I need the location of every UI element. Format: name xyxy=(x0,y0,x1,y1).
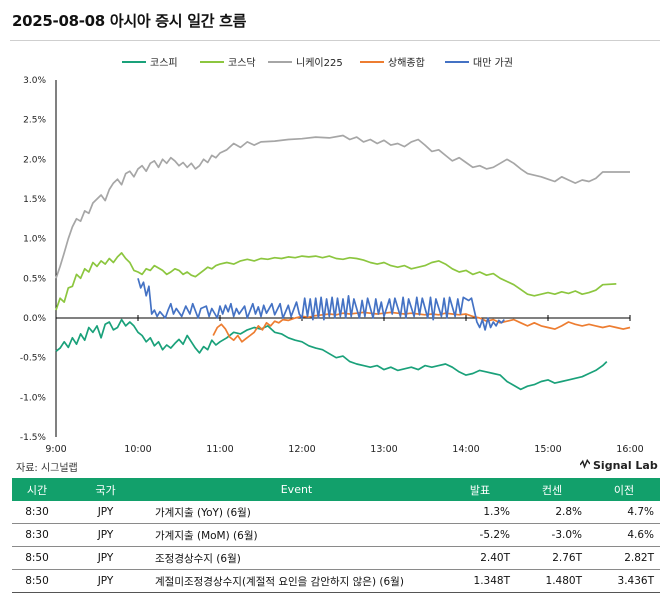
series-line xyxy=(137,278,505,331)
series-line xyxy=(55,134,630,279)
cell-actual: 1.348T xyxy=(444,569,516,593)
series-line xyxy=(55,252,617,311)
cell-time: 8:50 xyxy=(12,569,62,593)
col-time: 시간 xyxy=(12,478,62,501)
cell-time: 8:50 xyxy=(12,546,62,570)
col-country: 국가 xyxy=(62,478,149,501)
cell-previous: 3.436T xyxy=(588,569,660,593)
series-line xyxy=(55,318,608,391)
col-previous: 이전 xyxy=(588,478,660,501)
y-tick-label: 3.0% xyxy=(23,76,46,86)
cell-event: 가계지출 (MoM) (6월) xyxy=(149,523,444,547)
cell-actual: -5.2% xyxy=(444,523,516,547)
x-tick-label: 11:00 xyxy=(206,444,233,455)
cell-previous: 4.7% xyxy=(588,501,660,524)
series-line xyxy=(212,311,631,343)
cell-event: 가계지출 (YoY) (6월) xyxy=(149,501,444,524)
x-tick-label: 12:00 xyxy=(288,444,315,455)
cell-country: JPY xyxy=(62,569,149,593)
x-tick-label: 10:00 xyxy=(124,444,151,455)
cell-consensus: -3.0% xyxy=(516,523,588,547)
cell-previous: 2.82T xyxy=(588,546,660,570)
table-row: 8:50 JPY 계절미조정경상수지(계절적 요인을 감안하지 않은) (6월)… xyxy=(12,569,660,593)
y-tick-label: 1.5% xyxy=(23,195,46,205)
cell-actual: 2.40T xyxy=(444,546,516,570)
x-tick-label: 15:00 xyxy=(534,444,561,455)
page-title: 2025-08-08 아시아 증시 일간 흐름 xyxy=(12,12,247,30)
index-line-chart: 코스피 코스닥 니케이225 상해종합 대만 가권 3.0% 2.5% 2.0% 1.5% 1.… xyxy=(20,56,644,455)
col-actual: 발표 xyxy=(444,478,516,501)
cell-country: JPY xyxy=(62,523,149,547)
x-tick-label: 16:00 xyxy=(616,444,643,455)
y-axis: 3.0% 2.5% 2.0% 1.5% 1.0% 0.5% 0.0% -0.5% -1.0% -1… xyxy=(20,76,57,443)
y-tick-label: 0.0% xyxy=(23,314,46,324)
signal-wave-icon xyxy=(580,459,590,469)
col-event: Event xyxy=(149,478,444,501)
x-tick-label: 14:00 xyxy=(452,444,479,455)
title-divider xyxy=(10,40,660,41)
x-tick-label: 9:00 xyxy=(45,444,66,455)
legend-label: 상해종합 xyxy=(388,56,425,69)
cell-consensus: 2.8% xyxy=(516,501,588,524)
x-axis: 9:00 10:00 11:00 12:00 13:00 14:00 15:00 16:00 xyxy=(45,315,644,455)
chart-legend: 코스피 코스닥 니케이225 상해종합 대만 가권 xyxy=(122,56,513,69)
y-tick-label: 2.5% xyxy=(23,116,46,126)
col-consensus: 컨센 xyxy=(516,478,588,501)
y-tick-label: -1.0% xyxy=(20,393,47,403)
cell-previous: 4.6% xyxy=(588,523,660,547)
legend-label: 코스닥 xyxy=(228,57,256,69)
cell-time: 8:30 xyxy=(12,523,62,547)
economic-events-table: 시간 국가 Event 발표 컨센 이전 8:30 JPY 가계지출 (YoY)… xyxy=(12,478,660,593)
x-tick-label: 13:00 xyxy=(370,444,397,455)
y-tick-label: 0.5% xyxy=(23,274,46,284)
table-row: 8:30 JPY 가계지출 (MoM) (6월) -5.2% -3.0% 4.6… xyxy=(12,523,660,547)
legend-label: 대만 가권 xyxy=(473,57,513,69)
cell-time: 8:30 xyxy=(12,501,62,524)
table-header-row: 시간 국가 Event 발표 컨센 이전 xyxy=(12,478,660,501)
chart-series xyxy=(55,134,631,391)
cell-consensus: 2.76T xyxy=(516,546,588,570)
cell-country: JPY xyxy=(62,546,149,570)
legend-label: 니케이225 xyxy=(296,57,343,69)
y-tick-label: -0.5% xyxy=(20,354,47,364)
cell-event: 조정경상수지 (6월) xyxy=(149,546,444,570)
cell-event: 계절미조정경상수지(계절적 요인을 감안하지 않은) (6월) xyxy=(149,569,444,593)
brand-logo: Signal Lab xyxy=(580,459,658,472)
source-note: 자료: 시그널랩 xyxy=(16,463,78,474)
table-row: 8:30 JPY 가계지출 (YoY) (6월) 1.3% 2.8% 4.7% xyxy=(12,501,660,524)
y-tick-label: 1.0% xyxy=(23,235,46,245)
y-tick-label: 2.0% xyxy=(23,155,46,165)
table-row: 8:50 JPY 조정경상수지 (6월) 2.40T 2.76T 2.82T xyxy=(12,546,660,570)
cell-actual: 1.3% xyxy=(444,501,516,524)
cell-consensus: 1.480T xyxy=(516,569,588,593)
brand-name: Signal Lab xyxy=(593,459,658,472)
cell-country: JPY xyxy=(62,501,149,524)
y-tick-label: -1.5% xyxy=(20,433,47,443)
legend-label: 코스피 xyxy=(150,57,178,69)
